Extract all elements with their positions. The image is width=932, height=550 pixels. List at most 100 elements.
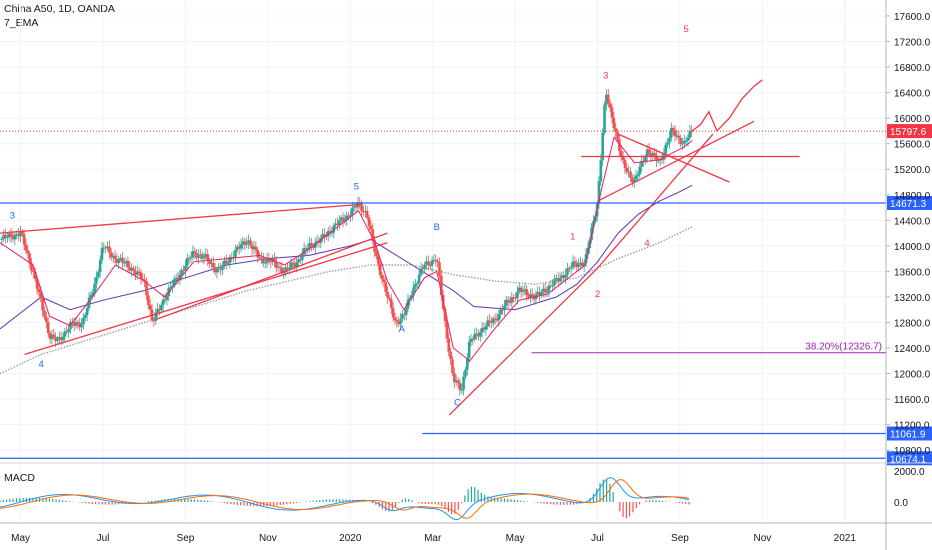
candle-body — [315, 240, 319, 243]
price-axis-label: 16400.0 — [894, 89, 931, 100]
price-axis-label: 15600.0 — [894, 140, 931, 151]
candle-body — [250, 245, 254, 250]
candle-body — [389, 299, 393, 309]
last-price-label[interactable]: 15797.6 — [890, 127, 927, 138]
candle-body — [141, 278, 145, 280]
candle-body — [326, 230, 330, 236]
candle-body — [117, 259, 120, 264]
candle-body — [458, 382, 462, 391]
candle-body — [334, 223, 337, 226]
candle-body — [115, 258, 119, 264]
candle-body — [299, 259, 302, 261]
price-level-label[interactable]: 11061.9 — [890, 430, 926, 441]
candle-body — [206, 254, 209, 261]
candle-body — [19, 231, 22, 237]
candle-body — [137, 271, 141, 273]
time-axis-label: Nov — [259, 533, 277, 544]
candle-body — [631, 177, 634, 183]
candle-body — [568, 268, 571, 270]
candle-body — [276, 266, 280, 268]
candle-body — [575, 262, 579, 268]
candle-body — [347, 215, 350, 217]
macd-axis-label: 2000.0 — [894, 467, 925, 478]
candle-body — [384, 282, 388, 292]
candle-body — [176, 277, 180, 281]
candle-body — [252, 246, 256, 250]
candle-body — [432, 259, 436, 261]
wave-label: B — [434, 222, 440, 233]
candle-body — [26, 250, 30, 254]
candle-body — [634, 175, 638, 180]
ema-indicator-label[interactable]: 7_EMA — [4, 17, 39, 29]
candle-body — [284, 267, 287, 273]
candle-body — [603, 104, 606, 133]
wave-label: 5 — [354, 182, 359, 193]
candle-body — [519, 287, 523, 293]
candle-body — [273, 258, 276, 262]
candle-body — [427, 261, 430, 266]
time-axis-label: 2020 — [339, 533, 362, 544]
candle-body — [462, 376, 465, 390]
candle-body — [597, 181, 601, 204]
candle-body — [185, 258, 189, 266]
candle-body — [640, 160, 643, 167]
candle-body — [297, 259, 300, 263]
candle-body — [267, 258, 271, 262]
candle-body — [466, 357, 469, 370]
candle-body — [425, 261, 428, 265]
candle-body — [610, 107, 614, 118]
candle-body — [306, 247, 310, 250]
symbol-title[interactable]: China A50, 1D, OANDA — [4, 3, 115, 15]
candle-body — [401, 314, 404, 319]
candle-body — [41, 298, 44, 311]
candle-body — [295, 262, 299, 267]
candle-body — [278, 266, 282, 268]
candle-body — [486, 320, 490, 327]
price-axis-label: 10800.0 — [894, 446, 931, 457]
candle-body — [239, 244, 243, 249]
candle-body — [543, 288, 547, 293]
candle-body — [391, 308, 395, 318]
time-axis-label: May — [506, 533, 525, 544]
candle-body — [191, 251, 195, 258]
trend-line — [597, 120, 755, 202]
candle-body — [421, 268, 425, 270]
price-level-label[interactable]: 10674.1 — [890, 454, 927, 465]
price-axis-label: 14000.0 — [894, 242, 931, 253]
candle-body — [584, 254, 588, 264]
macd-label[interactable]: MACD — [4, 472, 35, 484]
candle-body — [59, 337, 63, 341]
candle-body — [54, 336, 57, 342]
candle-body — [93, 283, 96, 293]
price-level-label[interactable]: 14671.3 — [890, 199, 927, 210]
candle-body — [618, 139, 621, 151]
price-axis-label: 14800.0 — [894, 191, 931, 202]
candle-body — [521, 290, 525, 293]
price-level-badge — [887, 195, 932, 210]
candle-body — [161, 299, 165, 305]
candle-body — [503, 305, 506, 311]
candle-body — [30, 263, 33, 271]
candle-body — [236, 246, 239, 250]
candle-body — [480, 327, 484, 333]
candle-body — [165, 296, 169, 300]
candle-body — [467, 341, 471, 358]
candle-body — [477, 333, 480, 337]
candle-body — [428, 265, 432, 267]
candle-body — [293, 264, 297, 267]
candle-body — [545, 291, 549, 293]
trend-line — [617, 133, 730, 183]
candle-body — [571, 261, 575, 268]
candle-body — [147, 295, 150, 306]
candle-body — [529, 294, 532, 298]
candle-body — [377, 256, 380, 264]
candle-body — [37, 288, 41, 293]
candle-body — [200, 254, 204, 259]
candle-body — [308, 242, 311, 248]
candle-body — [254, 246, 258, 251]
candle-body — [215, 269, 219, 273]
candle-body — [388, 297, 391, 300]
candle-body — [291, 262, 295, 265]
candle-body — [139, 272, 143, 279]
